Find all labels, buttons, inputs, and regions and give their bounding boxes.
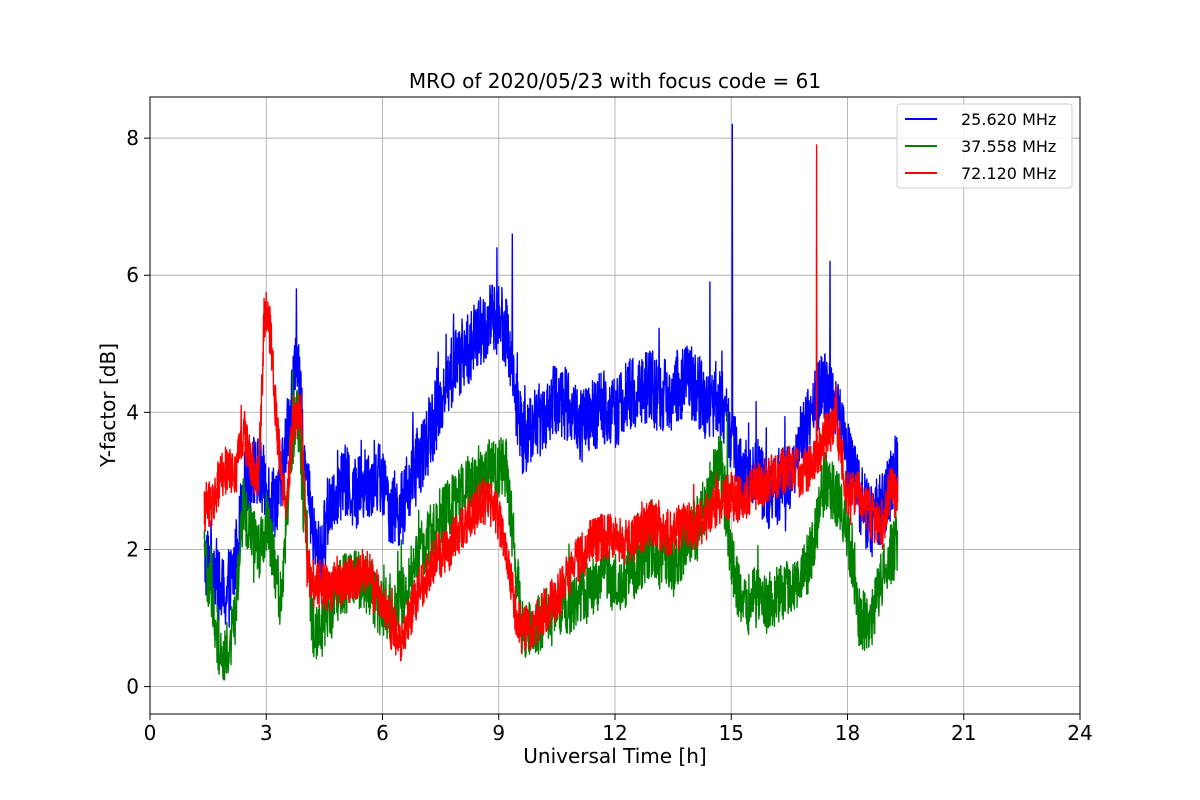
legend-box [896,103,1073,189]
legend-label-1: 25.620 MHz [961,110,1056,129]
y-axis-label: Y-factor [dB] [96,343,120,468]
legend-label-2: 37.558 MHz [961,137,1056,156]
x-tick-label: 0 [144,721,157,745]
x-tick-label: 21 [951,721,976,745]
legend: 25.620 MHz 37.558 MHz 72.120 MHz [896,103,1073,189]
x-tick-label: 12 [602,721,627,745]
x-tick-label: 6 [376,721,389,745]
y-tick-label: 6 [126,263,139,287]
y-tick-label: 4 [126,400,139,424]
chart-title: MRO of 2020/05/23 with focus code = 61 [409,69,821,93]
y-tick-label: 8 [126,126,139,150]
x-tick-label: 18 [835,721,860,745]
x-tick-label: 9 [492,721,505,745]
series-line-3 [203,144,899,662]
y-tick-label: 2 [126,537,139,561]
legend-items: 25.620 MHz 37.558 MHz 72.120 MHz [905,110,1056,183]
x-axis-label: Universal Time [h] [523,744,706,768]
x-tick-label: 3 [260,721,273,745]
legend-label-3: 72.120 MHz [961,164,1056,183]
series-group [203,123,899,681]
x-tick-label: 15 [719,721,744,745]
x-tick-label: 24 [1067,721,1092,745]
y-tick-label: 0 [126,675,139,699]
